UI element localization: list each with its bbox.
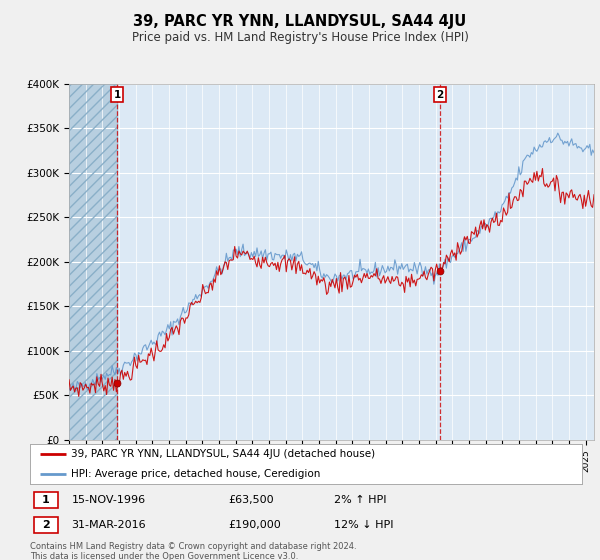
FancyBboxPatch shape xyxy=(34,517,58,533)
Text: 2: 2 xyxy=(42,520,50,530)
Text: 1: 1 xyxy=(42,495,50,505)
Bar xyxy=(69,84,117,440)
Text: 31-MAR-2016: 31-MAR-2016 xyxy=(71,520,146,530)
Text: Contains HM Land Registry data © Crown copyright and database right 2024.
This d: Contains HM Land Registry data © Crown c… xyxy=(30,542,356,560)
Text: 39, PARC YR YNN, LLANDYSUL, SA44 4JU: 39, PARC YR YNN, LLANDYSUL, SA44 4JU xyxy=(133,14,467,29)
Text: 2% ↑ HPI: 2% ↑ HPI xyxy=(334,495,386,505)
Text: £63,500: £63,500 xyxy=(229,495,274,505)
Text: 1: 1 xyxy=(113,90,121,100)
Text: Price paid vs. HM Land Registry's House Price Index (HPI): Price paid vs. HM Land Registry's House … xyxy=(131,31,469,44)
Text: 39, PARC YR YNN, LLANDYSUL, SA44 4JU (detached house): 39, PARC YR YNN, LLANDYSUL, SA44 4JU (de… xyxy=(71,449,376,459)
FancyBboxPatch shape xyxy=(34,492,58,508)
Text: HPI: Average price, detached house, Ceredigion: HPI: Average price, detached house, Cere… xyxy=(71,469,321,479)
Text: 15-NOV-1996: 15-NOV-1996 xyxy=(71,495,146,505)
Text: 12% ↓ HPI: 12% ↓ HPI xyxy=(334,520,393,530)
Bar xyxy=(69,84,117,440)
Text: £190,000: £190,000 xyxy=(229,520,281,530)
Text: 2: 2 xyxy=(436,90,443,100)
